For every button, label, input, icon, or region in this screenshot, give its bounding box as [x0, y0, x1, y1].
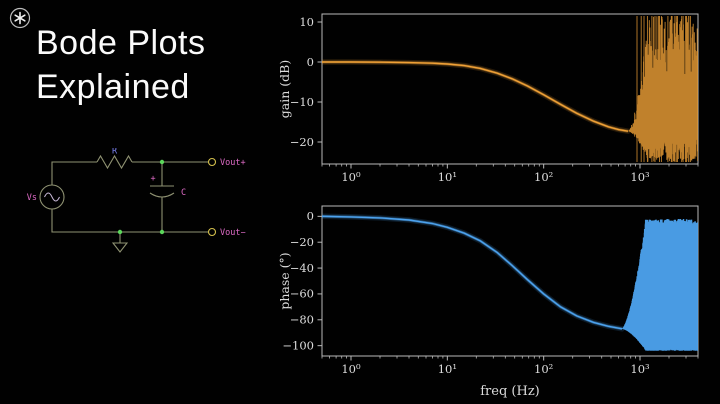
capacitor-plate-bottom: [149, 192, 175, 198]
y-tick-label: −20: [290, 235, 314, 249]
circuit-node-dot: [159, 229, 165, 235]
phase-bode-plot: 10⁰ 10¹ 10² 10³ 0 −20 −40 −60 −80 −100 phase (°) fr…: [277, 205, 699, 399]
ground-symbol: [111, 242, 129, 253]
circuit-node-dot: [159, 159, 165, 165]
noise-band: [621, 219, 698, 351]
plot-series: [322, 213, 698, 351]
circuit-node-dot: [117, 229, 123, 235]
page-title: Bode Plots Explained: [36, 22, 205, 109]
vout-minus-label: Vout−: [220, 228, 246, 238]
capacitor-label: C: [181, 188, 186, 198]
x-tick-label: 10²: [534, 170, 553, 184]
sine-wave-icon: [44, 192, 60, 202]
asterisk-logo-icon: [9, 7, 31, 29]
y-tick-label: 0: [307, 55, 314, 69]
y-tick-label: −20: [290, 135, 314, 149]
circuit-diagram: Vs R + C Vout+ Vout−: [27, 148, 246, 253]
voltage-source-symbol: [39, 184, 65, 210]
y-tick-label: −100: [282, 338, 314, 352]
title-line-2: Explained: [36, 67, 190, 106]
x-tick-label: 10¹: [438, 170, 457, 184]
capacitor-polarity-label: +: [150, 174, 155, 184]
response-curve: [322, 61, 629, 132]
x-tick-label: 10³: [630, 170, 650, 184]
plot-series: [322, 16, 698, 162]
y-tick-label: −40: [290, 261, 314, 275]
vout-plus-terminal: [207, 157, 217, 167]
y-tick-label: −10: [290, 95, 314, 109]
y-axis-label: gain (dB): [277, 60, 292, 118]
title-line-1: Bode Plots: [36, 24, 206, 62]
noise-band: [627, 16, 698, 162]
x-tick-label: 10⁰: [341, 362, 361, 376]
y-axis-label: phase (°): [277, 252, 292, 309]
y-tick-label: 10: [299, 15, 314, 29]
x-tick-label: 10³: [630, 362, 650, 376]
x-axis-label: freq (Hz): [480, 384, 540, 399]
y-tick-label: 0: [307, 209, 314, 223]
resistor-label: R: [112, 148, 118, 157]
x-tick-label: 10⁰: [341, 170, 361, 184]
vout-minus-terminal: [207, 227, 217, 237]
source-label: Vs: [27, 193, 37, 203]
response-curve: [322, 215, 623, 330]
vout-plus-label: Vout+: [220, 158, 246, 168]
x-tick-label: 10¹: [438, 362, 457, 376]
x-tick-label: 10²: [534, 362, 553, 376]
resistor-symbol: [96, 154, 133, 170]
y-tick-label: −80: [290, 313, 314, 327]
circuit-wires: [51, 154, 209, 253]
gain-bode-plot: 10⁰ 10¹ 10² 10³ 10 0 −10 −20 gain (dB): [277, 13, 699, 184]
y-tick-label: −60: [290, 287, 314, 301]
